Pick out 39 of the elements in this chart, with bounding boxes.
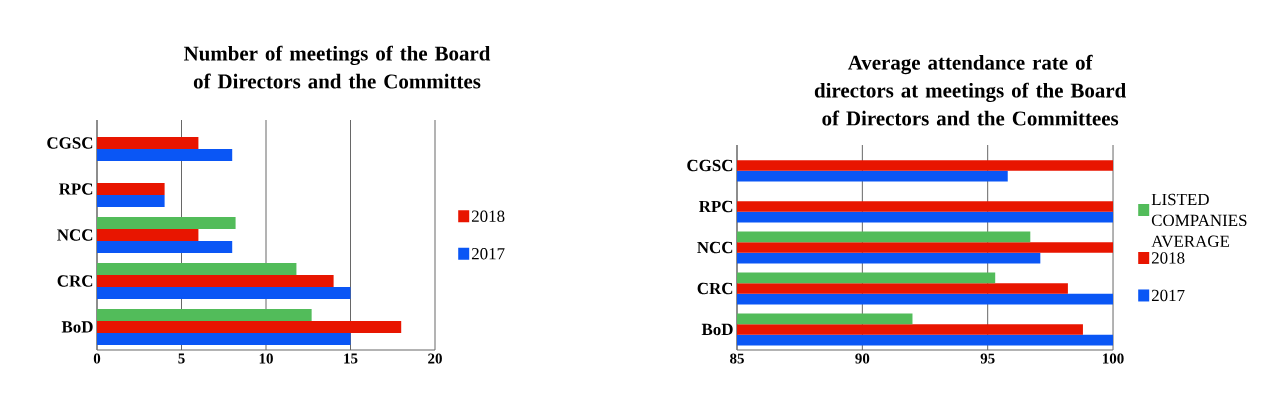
bar	[97, 137, 199, 149]
bar	[97, 229, 199, 241]
legend-label: 2018	[1151, 252, 1185, 264]
y-tick-label: CRC	[57, 275, 93, 287]
y-tick-label: CRC	[697, 282, 733, 295]
chart-title: Average attendance rate of directors at meetings of the Board of Directors and the Committees	[814, 54, 1127, 126]
y-tick-label: RPC	[698, 200, 733, 213]
y-tick-label: BoD	[701, 323, 733, 336]
x-tick-label: 85	[730, 353, 744, 364]
x-tick-label: 100	[1103, 353, 1124, 364]
x-tick-label: 95	[980, 353, 995, 364]
x-tick-label: 90	[855, 353, 870, 364]
legend-label: LISTED COMPANIES AVERAGE	[1151, 193, 1247, 248]
bar	[97, 194, 165, 207]
legend-label: 2017	[471, 247, 505, 260]
bar	[97, 286, 351, 299]
y-tick-label: NCC	[697, 241, 733, 254]
x-tick-label: 15	[344, 353, 358, 364]
y-tick-label: CGSC	[687, 159, 733, 172]
legend-label: 2017	[1151, 289, 1185, 302]
x-tick-label: 20	[428, 353, 442, 364]
chart-title: Number of meetings of the Board of Directors and the Committes	[183, 45, 491, 89]
bar	[97, 183, 165, 195]
legend-label: 2018	[471, 210, 505, 222]
x-tick-label: 0	[93, 353, 101, 364]
x-tick-label: 5	[178, 353, 185, 364]
bar	[97, 309, 312, 322]
bar	[97, 263, 297, 276]
y-tick-label: RPC	[58, 183, 93, 195]
y-tick-label: CGSC	[47, 137, 93, 149]
x-tick-label: 10	[259, 353, 273, 364]
y-tick-label: BoD	[61, 321, 93, 333]
y-tick-label: NCC	[57, 229, 93, 241]
bar	[97, 321, 402, 333]
bar	[97, 332, 351, 345]
bar	[97, 240, 233, 253]
bar	[97, 275, 334, 287]
bar	[97, 148, 233, 161]
bar	[97, 217, 236, 230]
